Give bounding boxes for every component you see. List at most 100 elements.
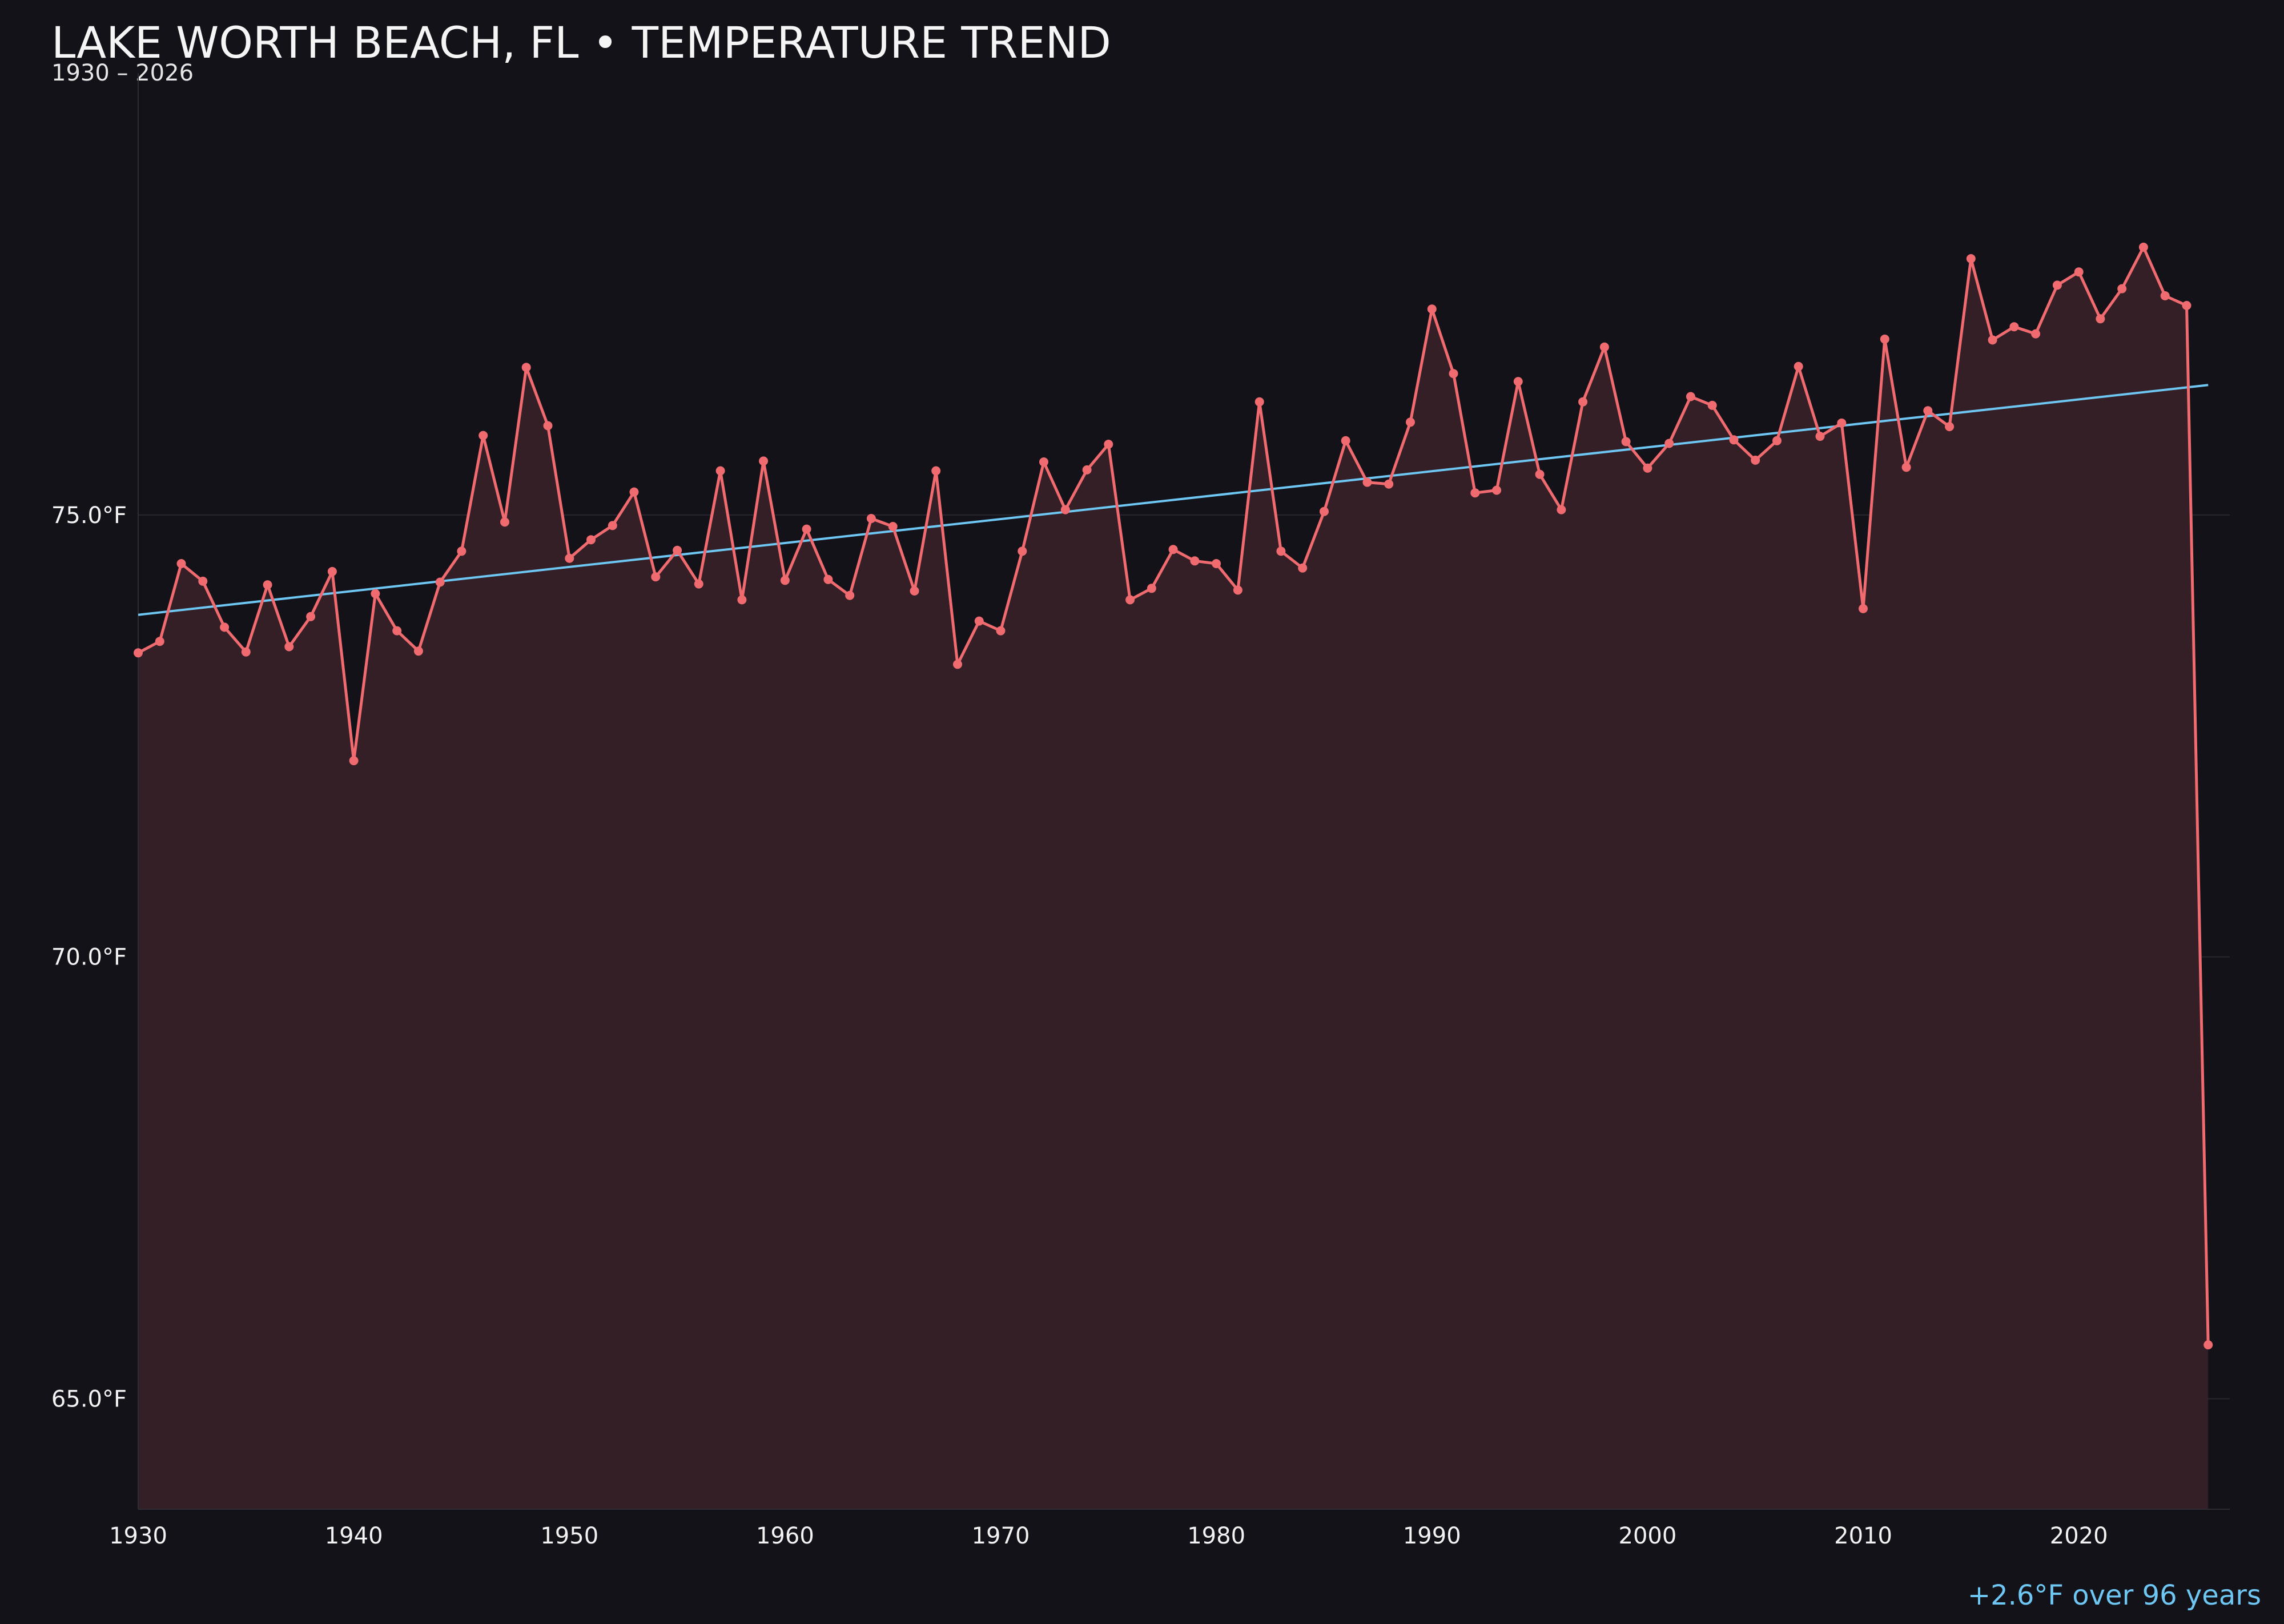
data-point-1991 — [1449, 369, 1458, 379]
data-point-1947 — [500, 517, 509, 527]
data-point-2013 — [1923, 406, 1933, 416]
data-point-2004 — [1729, 435, 1739, 445]
data-point-2003 — [1707, 400, 1717, 410]
data-point-1948 — [521, 363, 531, 372]
data-point-2021 — [2096, 314, 2105, 324]
data-point-1985 — [1320, 507, 1329, 516]
y-tick-label-75: 75.0°F — [51, 503, 127, 529]
x-tick-label-1950: 1950 — [540, 1523, 598, 1549]
data-point-2019 — [2052, 280, 2062, 290]
data-point-2007 — [1794, 361, 1803, 371]
x-tick-label-1990: 1990 — [1403, 1523, 1461, 1549]
data-point-1989 — [1406, 417, 1415, 427]
data-point-1935 — [241, 647, 251, 657]
data-point-2005 — [1751, 455, 1760, 465]
data-point-1930 — [134, 648, 143, 658]
tick-labels: 1930 1940 1950 1960 1970 1980 1990 2000 2010 2020… — [51, 503, 2108, 1549]
x-tick-label-1980: 1980 — [1187, 1523, 1245, 1549]
data-point-2009 — [1837, 418, 1847, 428]
data-point-1958 — [737, 595, 747, 605]
trend-annotation: +2.6°F over 96 years — [1967, 1579, 2261, 1611]
data-point-1997 — [1578, 397, 1588, 407]
data-point-1982 — [1254, 397, 1264, 407]
data-point-1960 — [780, 576, 790, 585]
data-point-1936 — [263, 580, 272, 590]
data-point-1977 — [1147, 584, 1156, 593]
data-point-2010 — [1859, 604, 1868, 613]
data-point-1981 — [1233, 585, 1242, 595]
temperature-area-fill — [138, 247, 2209, 1510]
data-point-2017 — [2009, 322, 2019, 332]
data-point-1978 — [1168, 545, 1178, 554]
data-point-1965 — [888, 522, 898, 531]
data-point-2020 — [2074, 267, 2084, 277]
data-point-1934 — [220, 622, 230, 632]
chart-subtitle: 1930 – 2026 — [51, 60, 194, 86]
data-point-2006 — [1772, 436, 1782, 445]
data-point-1938 — [306, 612, 316, 621]
data-point-1964 — [866, 514, 876, 523]
data-point-1943 — [413, 646, 423, 656]
x-tick-label-1970: 1970 — [972, 1523, 1030, 1549]
data-point-2022 — [2117, 284, 2127, 294]
data-point-2012 — [1901, 463, 1911, 472]
data-point-1931 — [155, 637, 164, 646]
data-point-2018 — [2031, 329, 2041, 339]
data-point-1962 — [823, 574, 833, 584]
data-point-1957 — [715, 466, 725, 476]
data-point-2025 — [2182, 301, 2191, 310]
data-point-2015 — [1966, 254, 1976, 263]
data-point-1945 — [457, 546, 467, 556]
data-point-1961 — [802, 524, 811, 534]
data-point-2011 — [1880, 334, 1889, 344]
data-point-1983 — [1276, 546, 1286, 556]
data-point-1998 — [1599, 342, 1609, 352]
data-point-1968 — [953, 660, 962, 669]
data-point-2024 — [2160, 291, 2170, 300]
data-point-1933 — [198, 576, 208, 586]
data-point-2008 — [1815, 432, 1825, 441]
x-tick-label-2020: 2020 — [2050, 1523, 2108, 1549]
data-point-1966 — [910, 586, 919, 596]
y-tick-label-65: 65.0°F — [51, 1386, 127, 1413]
data-point-2000 — [1643, 463, 1652, 473]
data-point-2002 — [1686, 392, 1695, 401]
data-point-1975 — [1104, 440, 1113, 449]
chart-title: LAKE WORTH BEACH, FL • TEMPERATURE TREND — [51, 17, 1111, 68]
x-tick-label-1930: 1930 — [109, 1523, 167, 1549]
data-point-1993 — [1492, 485, 1502, 495]
data-points — [134, 242, 2213, 1350]
data-point-1990 — [1427, 304, 1437, 314]
data-point-1952 — [608, 521, 617, 530]
data-point-1953 — [629, 487, 639, 497]
data-point-1955 — [673, 545, 682, 555]
data-point-1972 — [1039, 457, 1048, 467]
data-point-2016 — [1988, 335, 1997, 345]
data-point-1988 — [1384, 479, 1394, 489]
data-point-1954 — [651, 572, 661, 582]
data-point-1970 — [996, 626, 1006, 636]
data-point-2001 — [1664, 439, 1674, 448]
data-point-1980 — [1212, 559, 1221, 568]
data-point-1946 — [478, 431, 488, 440]
data-point-1974 — [1082, 465, 1092, 475]
data-point-1963 — [845, 590, 855, 600]
data-point-1996 — [1557, 505, 1566, 514]
data-point-1944 — [435, 577, 445, 587]
data-point-1979 — [1190, 556, 1200, 566]
data-point-1950 — [565, 553, 574, 563]
x-tick-label-1940: 1940 — [325, 1523, 383, 1549]
data-point-2026 — [2203, 1340, 2213, 1350]
data-point-1951 — [586, 535, 596, 545]
data-point-1949 — [543, 421, 553, 431]
x-tick-label-2010: 2010 — [1834, 1523, 1892, 1549]
data-point-1939 — [327, 566, 337, 576]
data-point-1937 — [284, 642, 294, 652]
data-point-1976 — [1125, 595, 1135, 605]
data-point-1986 — [1341, 436, 1350, 445]
x-tick-label-1960: 1960 — [756, 1523, 814, 1549]
data-point-1956 — [694, 579, 703, 589]
data-point-1940 — [349, 756, 359, 766]
data-point-1967 — [931, 466, 941, 476]
